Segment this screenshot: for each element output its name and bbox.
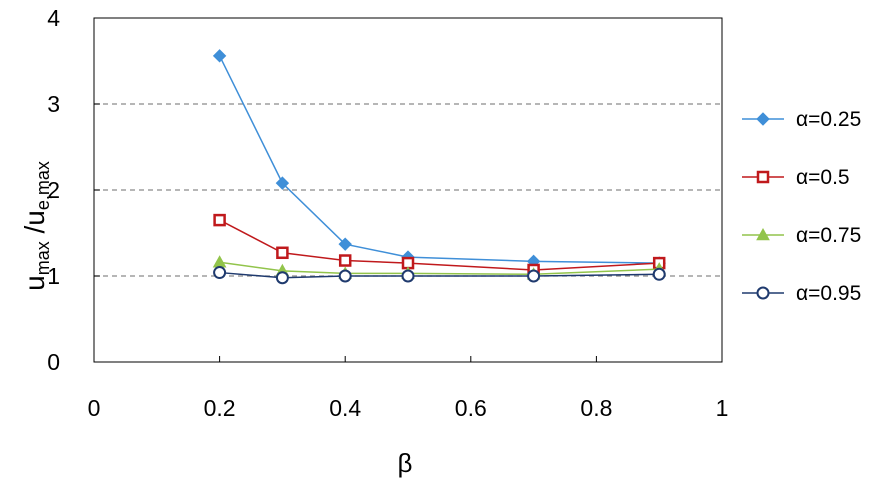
x-tick-label: 0.6 xyxy=(455,395,487,421)
y-tick-label: 1 xyxy=(47,263,60,289)
legend-marker xyxy=(756,227,770,241)
x-tick-label: 0.8 xyxy=(580,395,612,421)
series xyxy=(212,49,666,270)
series-line xyxy=(219,271,660,279)
legend-marker xyxy=(756,286,770,300)
series-line xyxy=(219,261,660,276)
y-axis-label-main-sub: max xyxy=(33,241,53,275)
data-point xyxy=(275,176,290,190)
legend-item: α=0.95 xyxy=(742,282,861,305)
data-point xyxy=(652,267,666,281)
legend-item: α=0.5 xyxy=(742,166,850,189)
legend-label: α=0.5 xyxy=(796,166,850,189)
x-tick-label: 0.4 xyxy=(329,395,361,421)
data-point xyxy=(212,49,227,63)
data-point xyxy=(213,266,227,280)
legend-marker xyxy=(756,112,770,126)
data-point xyxy=(338,269,352,283)
legend-label: α=0.95 xyxy=(796,282,861,305)
x-tick-label: 1 xyxy=(716,395,729,421)
data-point xyxy=(527,269,541,283)
legend: α=0.25 α=0.5 α=0.75 α=0.95 xyxy=(742,108,861,305)
y-tick-label: 0 xyxy=(47,349,60,375)
legend-item: α=0.75 xyxy=(742,224,861,247)
grid-lines xyxy=(94,103,722,277)
data-point xyxy=(213,213,226,227)
legend-label: α=0.25 xyxy=(796,108,861,131)
x-tick-label: 0.2 xyxy=(204,395,236,421)
y-axis-label-sep-sub: e,max xyxy=(33,161,53,210)
series xyxy=(213,266,666,285)
data-point xyxy=(338,237,352,251)
y-axis-label-main: u xyxy=(19,275,50,291)
legend-item: α=0.25 xyxy=(742,108,861,131)
y-tick-label: 3 xyxy=(47,91,60,117)
y-axis-label: umax /ue,max xyxy=(19,161,53,291)
data-point xyxy=(275,271,289,285)
data-point xyxy=(276,246,289,260)
data-point xyxy=(338,254,352,267)
axis-ticks: 0 0.2 0.4 0.6 0.8 1 0 1 2 3 4 xyxy=(47,5,728,421)
series-group xyxy=(212,49,667,285)
series-line xyxy=(218,55,660,264)
series-line xyxy=(219,219,660,271)
data-point xyxy=(212,255,227,268)
y-axis-label-sep: /u xyxy=(19,210,50,241)
legend-label: α=0.75 xyxy=(796,224,861,247)
x-axis-label: β xyxy=(398,448,413,478)
x-tick-label: 0 xyxy=(88,395,101,421)
data-point xyxy=(401,269,415,283)
y-tick-label: 2 xyxy=(47,177,60,203)
y-tick-label: 4 xyxy=(47,5,60,31)
legend-marker xyxy=(756,170,770,184)
